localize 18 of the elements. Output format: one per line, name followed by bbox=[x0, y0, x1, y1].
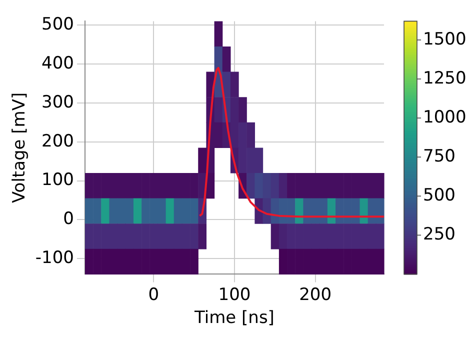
color-bar-label: 1000 bbox=[423, 107, 466, 128]
y-tick-label: 200 bbox=[42, 131, 74, 152]
y-tick-label: 500 bbox=[42, 14, 74, 35]
color-bar-label: 500 bbox=[423, 186, 456, 206]
x-axis-title: Time [ns] bbox=[194, 308, 274, 328]
y-tick-label: 100 bbox=[42, 170, 74, 190]
color-bar-label: 1250 bbox=[423, 68, 466, 88]
color-bar-label: 1500 bbox=[423, 29, 466, 50]
color-bar-label: 750 bbox=[423, 146, 456, 166]
y-tick-label: 0 bbox=[63, 209, 74, 230]
color-bar-label: 250 bbox=[423, 224, 456, 245]
y-tick-label: 400 bbox=[42, 53, 74, 74]
y-tick-label: -100 bbox=[35, 248, 74, 268]
x-tick-label: 0 bbox=[148, 284, 160, 305]
y-axis-title: Voltage [mV] bbox=[10, 92, 30, 204]
y-tick-label: 300 bbox=[42, 92, 74, 112]
x-tick-label: 200 bbox=[299, 284, 332, 305]
x-tick-label: 100 bbox=[218, 284, 251, 305]
